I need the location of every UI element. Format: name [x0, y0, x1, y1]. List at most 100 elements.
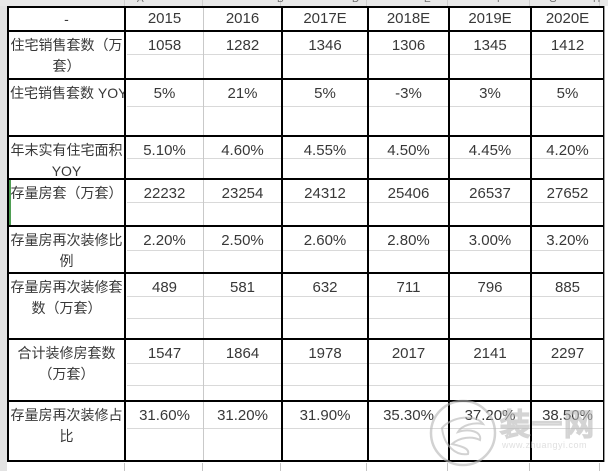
value-cell[interactable]: 2017	[369, 340, 450, 400]
value-cell[interactable]: 2297	[550, 345, 585, 362]
value-cell[interactable]: 5%	[283, 80, 369, 135]
gridline-stub	[124, 463, 125, 471]
gridline-stub	[366, 463, 367, 471]
row-label[interactable]: 住宅销售套数（万 套）	[9, 32, 126, 78]
table-row: 存量房再次装修套 数（万套） 489 581 632 711 796 885	[9, 274, 603, 340]
row-header-strip	[0, 6, 7, 471]
column-letter-strip: A B D E F G H	[0, 0, 608, 6]
value-cell[interactable]: 24312	[283, 180, 369, 225]
table-row: 年末实有住宅面积 YOY 5.10% 4.60% 4.55% 4.50% 4.4…	[9, 137, 603, 180]
value-cell[interactable]: 4.50%	[369, 137, 450, 178]
table-row: 住宅销售套数（万 套） 1058 1282 1346 1306 1345 141…	[9, 32, 603, 80]
column-header-2017e[interactable]: 2017E	[283, 8, 369, 30]
value-cell[interactable]: 2.80%	[369, 227, 450, 272]
value-cell[interactable]: 37.20%	[450, 402, 532, 460]
row-label-line: 存量房套（万套）	[10, 185, 123, 201]
value-cell[interactable]: 632	[283, 274, 369, 338]
gridline-stub	[280, 463, 281, 471]
value-cell[interactable]: 885	[554, 279, 581, 296]
row-label-line: 数（万套）	[31, 300, 102, 316]
row-label-line: 存量房再次装修占	[10, 407, 123, 423]
row-label-line: 住宅销售套数 YOY	[10, 85, 126, 101]
value-cell[interactable]: 3.00%	[450, 227, 532, 272]
value-cell[interactable]: 2.20%	[126, 227, 204, 272]
value-cell[interactable]: 31.20%	[204, 402, 283, 460]
value-cell[interactable]: -3%	[369, 80, 450, 135]
value-cell[interactable]: 2.50%	[204, 227, 283, 272]
column-header-2016[interactable]: 2016	[204, 8, 283, 30]
value-cell[interactable]: 31.60%	[126, 402, 204, 460]
value-cell[interactable]: 35.30%	[369, 402, 450, 460]
value-cell[interactable]: 3%	[450, 80, 532, 135]
value-cell[interactable]: 2141	[450, 340, 532, 400]
column-header-blank[interactable]: -	[9, 8, 126, 30]
row-label[interactable]: 存量房再次装修占 比	[9, 402, 126, 460]
value-cell[interactable]: 25406	[369, 180, 450, 225]
column-header-2019e[interactable]: 2019E	[450, 8, 532, 30]
value-cell[interactable]: 4.20%	[546, 142, 589, 159]
row-label-line: 年末实有住宅面积	[10, 142, 123, 158]
table-row: 存量房再次装修比 例 2.20% 2.50% 2.60% 2.80% 3.00%…	[9, 227, 603, 274]
grid-separator	[529, 0, 530, 6]
value-cell[interactable]: 1547	[126, 340, 204, 400]
value-cell[interactable]: 1346	[283, 32, 369, 78]
data-table: - 2015 2016 2017E 2018E 2019E 2020E 住宅销售…	[7, 6, 605, 462]
column-letter: A	[137, 0, 144, 6]
gridline-stub	[599, 463, 600, 471]
row-label-line: （万套）	[38, 366, 95, 382]
column-letter: D	[352, 0, 359, 6]
column-letter: E	[424, 0, 431, 6]
value-cell[interactable]: 5%	[126, 80, 204, 135]
value-cell[interactable]: 3.20%	[546, 232, 589, 249]
row-label[interactable]: 住宅销售套数 YOY	[9, 80, 126, 135]
gridline-stub	[447, 463, 448, 471]
column-header-2015[interactable]: 2015	[126, 8, 204, 30]
selection-highlight	[9, 180, 11, 225]
value-cell[interactable]: 5%	[556, 85, 579, 102]
value-cell[interactable]: 23254	[204, 180, 283, 225]
gridline-stub	[202, 463, 203, 471]
value-cell[interactable]: 4.55%	[283, 137, 369, 178]
column-header-2020e[interactable]: 2020E	[545, 10, 590, 27]
value-cell[interactable]: 796	[450, 274, 532, 338]
value-cell[interactable]: 38.50%	[542, 407, 593, 424]
table-row: 存量房套（万套） 22232 23254 24312 25406 26537 2…	[9, 180, 603, 227]
value-cell[interactable]: 1412	[550, 37, 585, 54]
value-cell[interactable]: 4.60%	[204, 137, 283, 178]
grid-separator	[202, 0, 203, 6]
column-header-2018e[interactable]: 2018E	[369, 8, 450, 30]
column-letter: F	[497, 0, 503, 6]
value-cell[interactable]: 1282	[204, 32, 283, 78]
row-label-line: 比	[59, 428, 74, 444]
value-cell[interactable]: 1345	[450, 32, 532, 78]
row-label[interactable]: 存量房套（万套）	[9, 180, 126, 225]
row-label-line: 例	[59, 253, 74, 269]
grid-separator	[599, 0, 600, 6]
value-cell[interactable]: 1864	[204, 340, 283, 400]
column-letter: H	[593, 0, 600, 6]
row-label[interactable]: 年末实有住宅面积 YOY	[9, 137, 126, 178]
row-label-line: 合计装修房套数	[17, 345, 116, 361]
value-cell[interactable]: 4.45%	[450, 137, 532, 178]
value-cell[interactable]: 31.90%	[283, 402, 369, 460]
value-cell[interactable]: 1306	[369, 32, 450, 78]
value-cell[interactable]: 1978	[283, 340, 369, 400]
grid-separator	[280, 0, 281, 6]
row-label-line: 存量房再次装修比	[10, 232, 123, 248]
value-cell[interactable]: 489	[126, 274, 204, 338]
value-cell[interactable]: 21%	[204, 80, 283, 135]
value-cell[interactable]: 22232	[126, 180, 204, 225]
grid-separator	[366, 0, 367, 6]
value-cell[interactable]: 2.60%	[283, 227, 369, 272]
value-cell[interactable]: 27652	[546, 185, 589, 202]
value-cell[interactable]: 711	[369, 274, 450, 338]
row-label[interactable]: 合计装修房套数 （万套）	[9, 340, 126, 400]
value-cell[interactable]: 26537	[450, 180, 532, 225]
value-cell[interactable]: 1058	[126, 32, 204, 78]
row-label[interactable]: 存量房再次装修套 数（万套）	[9, 274, 126, 338]
value-cell[interactable]: 5.10%	[126, 137, 204, 178]
value-cell[interactable]: 581	[204, 274, 283, 338]
grid-separator	[124, 0, 125, 6]
row-label[interactable]: 存量房再次装修比 例	[9, 227, 126, 272]
